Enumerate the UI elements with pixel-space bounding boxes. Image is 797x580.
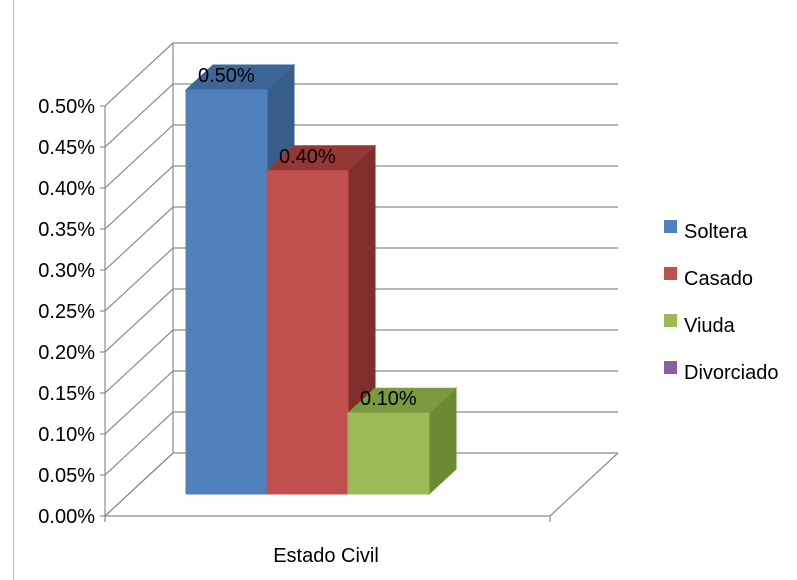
data-label: 0.10% — [360, 388, 417, 410]
y-tick-label: 0.50% — [38, 96, 95, 118]
data-labels: 0.50% 0.40% 0.10% — [198, 65, 417, 410]
gridline-diag — [104, 288, 174, 353]
data-label: 0.40% — [279, 146, 336, 168]
y-tick-label: 0.35% — [38, 219, 95, 241]
legend-swatch — [664, 314, 677, 327]
legend-swatch — [664, 361, 677, 374]
legend: Soltera Casado Viuda Divorciado — [664, 220, 778, 384]
y-tick-label: 0.00% — [38, 506, 95, 528]
bar — [185, 89, 268, 495]
bar — [347, 412, 430, 495]
legend-label: Soltera — [684, 221, 748, 243]
y-tick-label: 0.15% — [38, 383, 95, 405]
bars — [184, 63, 458, 496]
floor-right-edge — [549, 452, 619, 517]
gridline-diag — [104, 247, 174, 312]
y-tick-label: 0.30% — [38, 260, 95, 282]
y-tick-label: 0.25% — [38, 301, 95, 323]
gridline-diag — [104, 42, 174, 107]
legend-label: Divorciado — [684, 362, 778, 384]
x-axis-label: Estado Civil — [273, 545, 379, 567]
gridline-diag — [104, 83, 174, 148]
data-label: 0.50% — [198, 65, 255, 87]
gridline-diag — [104, 411, 174, 476]
y-tick-label: 0.10% — [38, 424, 95, 446]
y-axis-ticks: 0.00% 0.05% 0.10% 0.15% 0.20% 0.25% 0.30% 0.35%… — [38, 96, 95, 528]
legend-label: Casado — [684, 268, 753, 290]
left-border-rule — [13, 0, 14, 580]
y-tick-label: 0.05% — [38, 465, 95, 487]
bar — [266, 170, 349, 495]
legend-label: Viuda — [684, 315, 736, 337]
legend-swatch — [664, 220, 677, 233]
y-tick-label: 0.45% — [38, 137, 95, 159]
gridline-diag — [104, 165, 174, 230]
gridline-diag — [104, 124, 174, 189]
gridline-diag — [104, 452, 174, 517]
gridline-diag — [104, 370, 174, 435]
y-tick-label: 0.40% — [38, 178, 95, 200]
legend-swatch — [664, 267, 677, 280]
gridline-diag — [104, 206, 174, 271]
gridline-diag — [104, 329, 174, 394]
y-tick-label: 0.20% — [38, 342, 95, 364]
